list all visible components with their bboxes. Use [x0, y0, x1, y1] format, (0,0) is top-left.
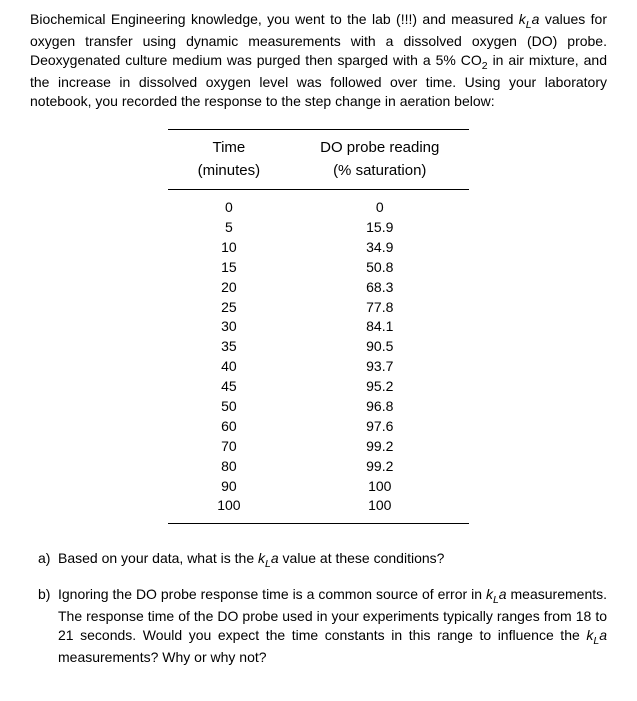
table-row: 7099.2: [168, 436, 470, 456]
time-cell: 60: [168, 416, 291, 436]
time-cell: 10: [168, 237, 291, 257]
table-row: 2577.8: [168, 297, 470, 317]
question-a: a) Based on your data, what is the kLa v…: [30, 549, 607, 571]
value-cell: 50.8: [290, 257, 469, 277]
value-cell: 93.7: [290, 357, 469, 377]
time-cell: 20: [168, 277, 291, 297]
time-cell: 15: [168, 257, 291, 277]
col2-header: DO probe reading: [290, 129, 469, 160]
table-row: 1550.8: [168, 257, 470, 277]
intro-line1: Biochemical Engineering knowledge, you w…: [30, 11, 367, 27]
time-cell: 50: [168, 397, 291, 417]
table-row: 1034.9: [168, 237, 470, 257]
table-row: 6097.6: [168, 416, 470, 436]
value-cell: 68.3: [290, 277, 469, 297]
value-cell: 96.8: [290, 397, 469, 417]
value-cell: 34.9: [290, 237, 469, 257]
question-b-text: Ignoring the DO probe response time is a…: [58, 585, 607, 667]
question-b-label: b): [30, 585, 58, 667]
value-cell: 100: [290, 496, 469, 524]
table-subheader-row: (minutes) (% saturation): [168, 160, 470, 190]
value-cell: 90.5: [290, 337, 469, 357]
time-cell: 5: [168, 218, 291, 238]
value-cell: 15.9: [290, 218, 469, 238]
value-cell: 84.1: [290, 317, 469, 337]
table-row: 4093.7: [168, 357, 470, 377]
table-row: 100100: [168, 496, 470, 524]
table-row: 3084.1: [168, 317, 470, 337]
question-a-text: Based on your data, what is the kLa valu…: [58, 549, 607, 571]
time-cell: 0: [168, 190, 291, 218]
question-a-label: a): [30, 549, 58, 571]
value-cell: 100: [290, 476, 469, 496]
col1-subheader: (minutes): [168, 160, 291, 190]
time-cell: 25: [168, 297, 291, 317]
time-cell: 100: [168, 496, 291, 524]
value-cell: 97.6: [290, 416, 469, 436]
col1-header: Time: [168, 129, 291, 160]
table-body: 00515.91034.91550.82068.32577.83084.1359…: [168, 190, 470, 524]
table-row: 515.9: [168, 218, 470, 238]
table-header-row: Time DO probe reading: [168, 129, 470, 160]
time-cell: 35: [168, 337, 291, 357]
table-row: 5096.8: [168, 397, 470, 417]
table-row: 00: [168, 190, 470, 218]
table-row: 90100: [168, 476, 470, 496]
value-cell: 95.2: [290, 377, 469, 397]
time-cell: 40: [168, 357, 291, 377]
value-cell: 0: [290, 190, 469, 218]
intro-paragraph: Biochemical Engineering knowledge, you w…: [30, 10, 607, 111]
table-row: 8099.2: [168, 456, 470, 476]
value-cell: 99.2: [290, 456, 469, 476]
questions-block: a) Based on your data, what is the kLa v…: [30, 549, 607, 667]
data-table: Time DO probe reading (minutes) (% satur…: [168, 129, 470, 525]
value-cell: 99.2: [290, 436, 469, 456]
table-row: 2068.3: [168, 277, 470, 297]
time-cell: 80: [168, 456, 291, 476]
time-cell: 30: [168, 317, 291, 337]
value-cell: 77.8: [290, 297, 469, 317]
time-cell: 45: [168, 377, 291, 397]
time-cell: 90: [168, 476, 291, 496]
table-row: 3590.5: [168, 337, 470, 357]
col2-subheader: (% saturation): [290, 160, 469, 190]
table-row: 4595.2: [168, 377, 470, 397]
time-cell: 70: [168, 436, 291, 456]
question-b: b) Ignoring the DO probe response time i…: [30, 585, 607, 667]
